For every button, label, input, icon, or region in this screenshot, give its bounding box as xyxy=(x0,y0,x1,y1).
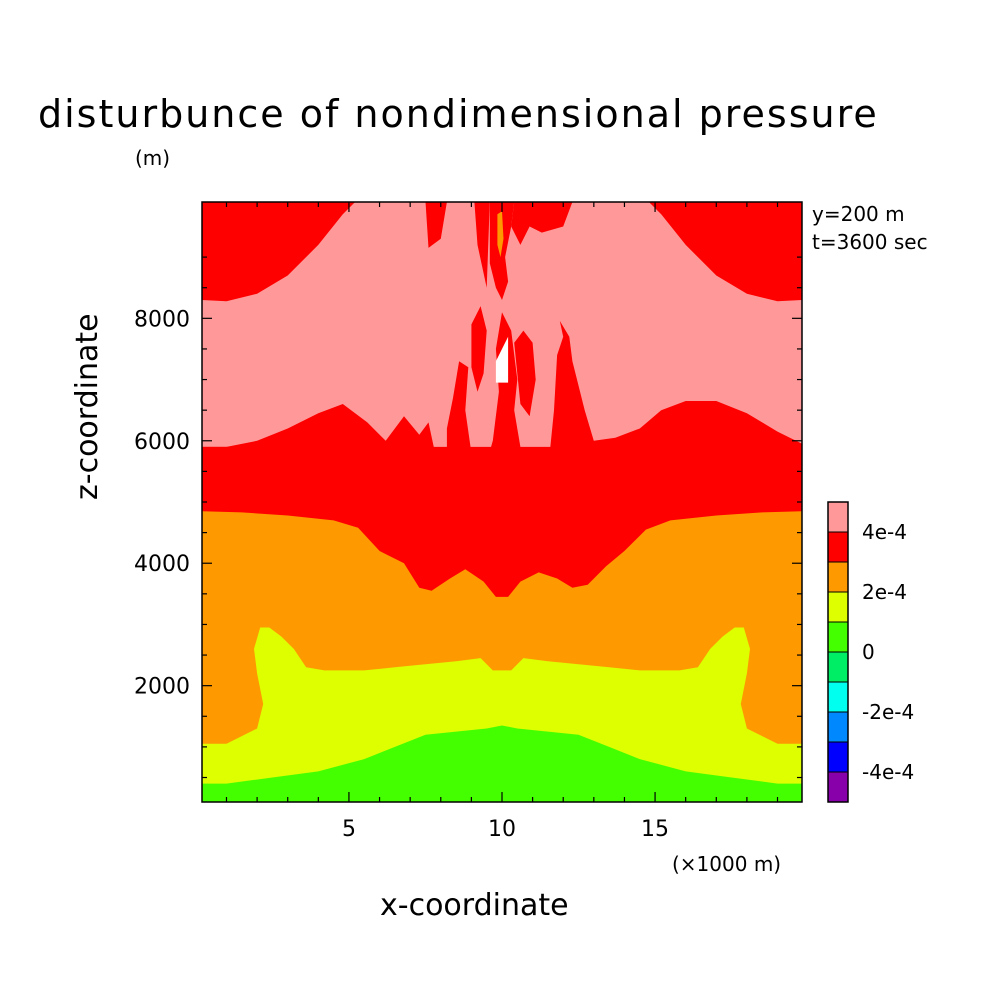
axis-tick-labels: 5 10 15 2000 4000 6000 8000 xyxy=(134,307,669,842)
y-tick-label: 2000 xyxy=(134,675,190,700)
colorbar-label: 0 xyxy=(862,640,875,664)
x-unit-label: (×1000 m) xyxy=(672,852,782,876)
x-tick-label: 15 xyxy=(641,817,669,842)
colorbar-swatch xyxy=(827,561,849,593)
colorbar: 4e-4 2e-4 0 -2e-4 -4e-4 xyxy=(827,501,914,803)
colorbar-swatch xyxy=(827,621,849,653)
y-axis-label: z-coordinate xyxy=(70,313,105,500)
colorbar-swatch xyxy=(827,531,849,563)
field-yellow xyxy=(202,627,802,802)
field-white-patch xyxy=(495,336,509,383)
axis-ticks xyxy=(202,202,802,802)
y-unit-label: (m) xyxy=(135,146,171,170)
field-red-middle xyxy=(202,446,802,512)
field-red-plume-core xyxy=(489,202,515,300)
colorbar-label: -4e-4 xyxy=(862,760,914,784)
colorbar-swatch xyxy=(827,711,849,743)
colorbar-swatch xyxy=(827,681,849,713)
colorbar-border xyxy=(827,501,849,803)
x-tick-label: 5 xyxy=(342,817,356,842)
field-red-plume-right xyxy=(514,330,536,417)
chart-title: disturbunce of nondimensional pressure xyxy=(38,92,879,136)
colorbar-label: 4e-4 xyxy=(862,520,907,544)
y-tick-label: 8000 xyxy=(134,307,190,332)
colorbar-swatch xyxy=(827,741,849,773)
y-position-label: y=200 m xyxy=(812,202,905,226)
field-red-plume-left xyxy=(471,306,487,392)
x-tick-label: 10 xyxy=(488,817,516,842)
y-tick-label: 4000 xyxy=(134,552,190,577)
field-green xyxy=(202,725,802,802)
colorbar-swatch xyxy=(827,771,849,803)
colorbar-swatch xyxy=(827,501,849,533)
field-light-red xyxy=(202,202,802,490)
y-tick-label: 6000 xyxy=(134,430,190,455)
colorbar-label: -2e-4 xyxy=(862,700,914,724)
colorbar-swatch xyxy=(827,591,849,623)
colorbar-label: 2e-4 xyxy=(862,580,907,604)
contour-fields xyxy=(202,202,802,802)
x-axis-label: x-coordinate xyxy=(380,888,569,923)
colorbar-swatch xyxy=(827,651,849,683)
time-label: t=3600 sec xyxy=(812,230,928,254)
field-orange-spot xyxy=(497,211,504,258)
